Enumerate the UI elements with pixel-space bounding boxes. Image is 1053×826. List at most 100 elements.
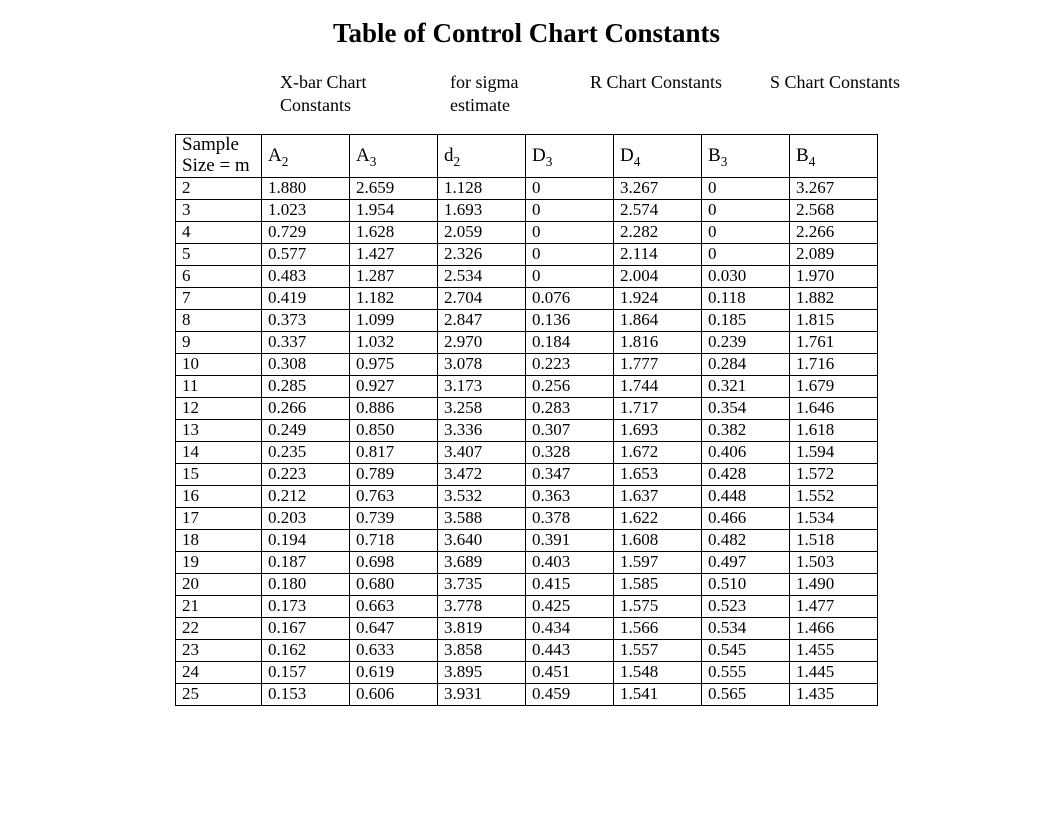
table-cell: 25: [176, 683, 262, 705]
table-cell: 0.497: [702, 551, 790, 573]
table-cell: 11: [176, 375, 262, 397]
table-cell: 0.307: [526, 419, 614, 441]
table-cell: 0.619: [350, 661, 438, 683]
table-cell: 2.266: [790, 221, 878, 243]
table-cell: 0.448: [702, 485, 790, 507]
table-row: 31.0231.9541.69302.57402.568: [176, 199, 878, 221]
table-cell: 0.157: [262, 661, 350, 683]
table-cell: 0.975: [350, 353, 438, 375]
table-cell: 2.574: [614, 199, 702, 221]
table-row: 170.2030.7393.5880.3781.6220.4661.534: [176, 507, 878, 529]
table-cell: 7: [176, 287, 262, 309]
table-cell: 0.285: [262, 375, 350, 397]
col-header-B4: B4: [790, 134, 878, 177]
table-cell: 2.059: [438, 221, 526, 243]
document-page: Table of Control Chart Constants X-bar C…: [0, 0, 1053, 826]
group-label-rchart: R Chart Constants: [590, 71, 770, 118]
table-cell: 1.744: [614, 375, 702, 397]
table-cell: 0.633: [350, 639, 438, 661]
table-cell: 0: [526, 199, 614, 221]
table-row: 40.7291.6282.05902.28202.266: [176, 221, 878, 243]
table-cell: 0.239: [702, 331, 790, 353]
table-cell: 1.477: [790, 595, 878, 617]
table-cell: 2.847: [438, 309, 526, 331]
table-cell: 17: [176, 507, 262, 529]
table-cell: 0.180: [262, 573, 350, 595]
table-cell: 1.032: [350, 331, 438, 353]
table-cell: 0.173: [262, 595, 350, 617]
table-cell: 0: [526, 265, 614, 287]
table-cell: 0.729: [262, 221, 350, 243]
table-cell: 16: [176, 485, 262, 507]
col-header-a3: A3: [350, 134, 438, 177]
table-cell: 1.445: [790, 661, 878, 683]
table-cell: 0.451: [526, 661, 614, 683]
table-cell: 0.363: [526, 485, 614, 507]
table-cell: 1.182: [350, 287, 438, 309]
table-cell: 0.534: [702, 617, 790, 639]
table-cell: 1.672: [614, 441, 702, 463]
table-cell: 0: [526, 243, 614, 265]
group-label-xbar: X-bar Chart Constants: [280, 71, 450, 118]
table-cell: 1.575: [614, 595, 702, 617]
table-cell: 0.459: [526, 683, 614, 705]
col-header-B3: B3: [702, 134, 790, 177]
table-cell: 10: [176, 353, 262, 375]
column-group-labels: X-bar Chart Constants for sigma estimate…: [280, 71, 1053, 118]
table-cell: 1.557: [614, 639, 702, 661]
table-cell: 1.622: [614, 507, 702, 529]
table-cell: 2.089: [790, 243, 878, 265]
table-cell: 0.391: [526, 529, 614, 551]
table-cell: 3.778: [438, 595, 526, 617]
table-cell: 2.326: [438, 243, 526, 265]
table-cell: 1.099: [350, 309, 438, 331]
table-cell: 0.428: [702, 463, 790, 485]
table-cell: 1.128: [438, 177, 526, 199]
table-cell: 0.606: [350, 683, 438, 705]
table-cell: 3.532: [438, 485, 526, 507]
table-cell: 1.608: [614, 529, 702, 551]
table-row: 100.3080.9753.0780.2231.7770.2841.716: [176, 353, 878, 375]
table-cell: 0.283: [526, 397, 614, 419]
col-header-D3: D3: [526, 134, 614, 177]
table-cell: 0.266: [262, 397, 350, 419]
table-cell: 0.523: [702, 595, 790, 617]
table-cell: 1.882: [790, 287, 878, 309]
table-cell: 0.419: [262, 287, 350, 309]
table-cell: 0.415: [526, 573, 614, 595]
table-cell: 0.403: [526, 551, 614, 573]
table-cell: 1.646: [790, 397, 878, 419]
table-cell: 6: [176, 265, 262, 287]
table-cell: 19: [176, 551, 262, 573]
table-cell: 2.282: [614, 221, 702, 243]
table-cell: 0.212: [262, 485, 350, 507]
table-cell: 3: [176, 199, 262, 221]
table-cell: 1.716: [790, 353, 878, 375]
table-cell: 1.970: [790, 265, 878, 287]
table-cell: 0.425: [526, 595, 614, 617]
table-cell: 0.382: [702, 419, 790, 441]
table-cell: 15: [176, 463, 262, 485]
table-cell: 0.337: [262, 331, 350, 353]
table-cell: 0.223: [262, 463, 350, 485]
table-cell: 3.931: [438, 683, 526, 705]
group-label-sigma: for sigma estimate: [450, 71, 590, 118]
table-row: 160.2120.7633.5320.3631.6370.4481.552: [176, 485, 878, 507]
table-cell: 12: [176, 397, 262, 419]
table-cell: 14: [176, 441, 262, 463]
table-cell: 1.637: [614, 485, 702, 507]
table-cell: 0.565: [702, 683, 790, 705]
col-header-d2: d2: [438, 134, 526, 177]
table-cell: 2: [176, 177, 262, 199]
table-cell: 3.407: [438, 441, 526, 463]
table-cell: 1.618: [790, 419, 878, 441]
table-cell: 0.739: [350, 507, 438, 529]
table-cell: 1.777: [614, 353, 702, 375]
table-cell: 0.030: [702, 265, 790, 287]
table-cell: 1.815: [790, 309, 878, 331]
table-cell: 0: [526, 221, 614, 243]
table-cell: 1.427: [350, 243, 438, 265]
table-cell: 1.717: [614, 397, 702, 419]
table-row: 60.4831.2872.53402.0040.0301.970: [176, 265, 878, 287]
table-row: 140.2350.8173.4070.3281.6720.4061.594: [176, 441, 878, 463]
